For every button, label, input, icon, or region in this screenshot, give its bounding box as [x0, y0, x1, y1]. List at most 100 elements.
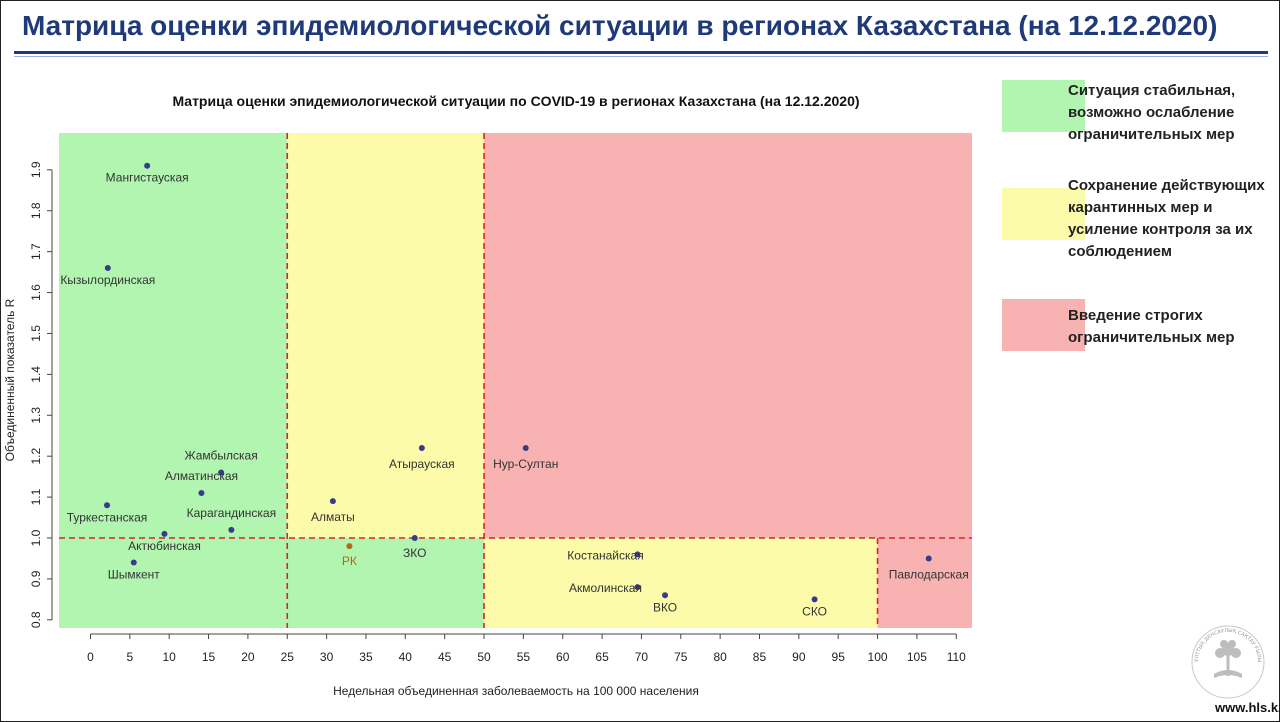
- slide-title: Матрица оценки эпидемиологической ситуац…: [22, 10, 1218, 41]
- point-label: ЗКО: [403, 546, 426, 560]
- zone-6: [877, 538, 972, 628]
- point-label: Кызылординская: [60, 273, 155, 287]
- point-label: Нур-Султан: [493, 457, 558, 471]
- x-tick-label: 105: [907, 650, 927, 664]
- x-tick-label: 90: [792, 650, 806, 664]
- point-label: Атырауская: [389, 457, 455, 471]
- x-tick-label: 110: [947, 650, 966, 664]
- legend-swatch-3: [1002, 299, 1085, 351]
- point-label: Алматы: [311, 510, 355, 524]
- logo-url: www.hls.kz: [1215, 700, 1280, 715]
- point-14: [634, 551, 641, 558]
- point-label: Мангистауская: [106, 171, 189, 185]
- legend-label-line: соблюдением: [1068, 243, 1172, 260]
- point-label: Павлодарская: [889, 567, 969, 581]
- y-tick-label: 1.6: [29, 284, 43, 301]
- legend-label-line: Сохранение действующих: [1068, 177, 1265, 194]
- scatter-chart: Матрица оценки эпидемиологической ситуац…: [3, 93, 972, 698]
- point-2: [104, 265, 111, 271]
- point-label: Актюбинская: [128, 539, 201, 553]
- point-11: [411, 535, 418, 541]
- legend-label-1: Ситуация стабильная, возможно ослабление о…: [1068, 80, 1280, 146]
- point-label: Жамбылская: [185, 449, 258, 463]
- point-10: [346, 543, 353, 550]
- point-label: Алматинская: [165, 469, 238, 483]
- point-6: [228, 526, 235, 533]
- zone-2: [287, 133, 485, 538]
- x-tick-label: 35: [359, 650, 373, 664]
- point-label: СКО: [802, 604, 827, 618]
- legend-label-2: Сохранение действующих карантинных мер и у…: [1068, 175, 1280, 263]
- y-tick-label: 1.5: [29, 325, 43, 342]
- title-divider: [14, 51, 1268, 54]
- x-tick-label: 80: [713, 650, 727, 664]
- point-label: Туркестанская: [67, 510, 148, 524]
- point-label: Карагандинская: [187, 506, 276, 520]
- legend-label-3: Введение строгих ограничительных мер: [1068, 305, 1280, 349]
- point-7: [161, 530, 168, 537]
- x-tick-label: 10: [163, 650, 177, 664]
- point-label: Акмолинская: [569, 581, 642, 595]
- hls-logo-icon: ҰЛТТЫҚ ДЕНСАУЛЫҚ САҚТАУ ҒЫЛЫМИ ОРТАЛЫҒЫ: [1188, 622, 1265, 699]
- point-label: Шымкент: [108, 568, 161, 582]
- legend-label-line: возможно ослабление: [1068, 104, 1235, 121]
- zone-4: [59, 538, 485, 628]
- x-tick-label: 60: [556, 650, 570, 664]
- x-tick-label: 0: [87, 650, 94, 664]
- point-label: ВКО: [653, 600, 677, 614]
- x-tick-label: 15: [202, 650, 216, 664]
- y-tick-label: 1.9: [29, 161, 43, 178]
- x-tick-label: 30: [320, 650, 334, 664]
- legend-swatch-1: [1002, 80, 1085, 132]
- y-axis-title: Объединенный показатель R: [3, 298, 17, 461]
- x-tick-label: 40: [399, 650, 413, 664]
- point-18: [925, 555, 932, 562]
- y-tick-label: 1.4: [29, 366, 43, 383]
- point-5: [104, 502, 111, 509]
- x-tick-label: 100: [868, 650, 888, 664]
- x-tick-label: 25: [281, 650, 295, 664]
- x-tick-label: 20: [241, 650, 255, 664]
- x-axis-title: Недельная объединенная заболеваемость на…: [333, 684, 699, 698]
- y-tick-label: 1.2: [29, 448, 43, 465]
- x-tick-label: 65: [595, 650, 609, 664]
- x-tick-label: 45: [438, 650, 452, 664]
- x-tick-label: 5: [126, 650, 133, 664]
- zone-3: [484, 133, 972, 538]
- title-divider-thin: [14, 56, 1268, 57]
- zone-1: [59, 133, 288, 538]
- y-tick-label: 1.7: [29, 243, 43, 260]
- legend-label-line: карантинных мер и: [1068, 199, 1213, 216]
- x-tick-label: 85: [753, 650, 767, 664]
- legend-label-line: ограничительных мер: [1068, 329, 1235, 346]
- x-tick-label: 70: [635, 650, 649, 664]
- y-tick-label: 1.3: [29, 407, 43, 424]
- x-tick-label: 95: [832, 650, 846, 664]
- point-9: [329, 498, 336, 505]
- point-12: [418, 445, 425, 451]
- x-tick-label: 50: [477, 650, 491, 664]
- y-tick-label: 1.1: [29, 488, 43, 505]
- point-3: [218, 469, 225, 476]
- point-4: [198, 490, 205, 496]
- legend-label-line: ограничительных мер: [1068, 126, 1235, 143]
- y-tick-label: 1.0: [29, 529, 43, 546]
- legend-label-line: Введение строгих: [1068, 307, 1203, 324]
- y-tick-label: 1.8: [29, 202, 43, 219]
- y-tick-label: 0.8: [29, 611, 43, 628]
- legend-label-line: усиление контроля за их: [1068, 221, 1253, 238]
- point-1: [144, 162, 151, 169]
- point-label: Костанайская: [567, 548, 643, 562]
- point-label: РК: [342, 554, 357, 568]
- chart-title: Матрица оценки эпидемиологической ситуац…: [172, 93, 859, 109]
- legend-label-line: Ситуация стабильная,: [1068, 82, 1236, 99]
- zone-5: [484, 538, 878, 628]
- x-tick-label: 55: [517, 650, 531, 664]
- x-tick-label: 75: [674, 650, 688, 664]
- point-15: [634, 584, 641, 591]
- point-8: [130, 559, 137, 566]
- point-17: [811, 596, 818, 603]
- point-13: [522, 445, 529, 451]
- y-tick-label: 0.9: [29, 570, 43, 587]
- legend-swatch-2: [1002, 188, 1085, 240]
